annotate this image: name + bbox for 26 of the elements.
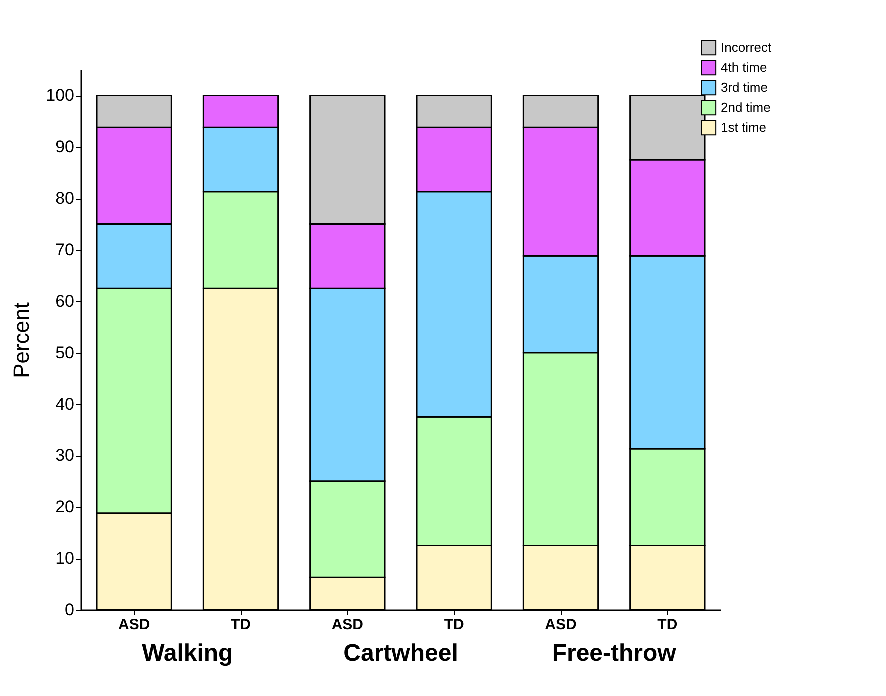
- text: Free-throw: [552, 640, 677, 667]
- legend-label: Incorrect: [721, 40, 772, 55]
- y-axis-title: Percent: [9, 302, 34, 378]
- x-tick-label: TD: [658, 616, 678, 634]
- x-tick-label: TD: [231, 616, 252, 634]
- x-tick-label: ASD: [118, 616, 150, 634]
- y-tick-label: 30: [56, 446, 74, 466]
- legend-label: 1st time: [721, 120, 767, 135]
- y-tick-label: 20: [56, 498, 74, 517]
- legend-label: 4th time: [721, 60, 768, 75]
- y-tick-label: 40: [56, 394, 74, 414]
- y-tick-label: 10: [56, 549, 74, 568]
- y-tick-label: 90: [56, 138, 74, 157]
- y-tick-label: 70: [56, 240, 74, 260]
- text: Cartwheel: [344, 640, 458, 667]
- text: Walking: [142, 640, 234, 667]
- x-tick-label: ASD: [332, 616, 364, 634]
- y-tick-label: 60: [56, 292, 74, 311]
- y-tick-label: 0: [65, 600, 74, 620]
- legend-label: 3rd time: [721, 80, 768, 95]
- legend-label: 2nd time: [721, 100, 771, 115]
- x-tick-label: ASD: [545, 616, 577, 634]
- y-tick-label: 100: [46, 86, 74, 106]
- y-tick-label: 50: [56, 343, 74, 362]
- x-tick-label: TD: [444, 616, 464, 634]
- y-tick-label: 80: [56, 189, 74, 208]
